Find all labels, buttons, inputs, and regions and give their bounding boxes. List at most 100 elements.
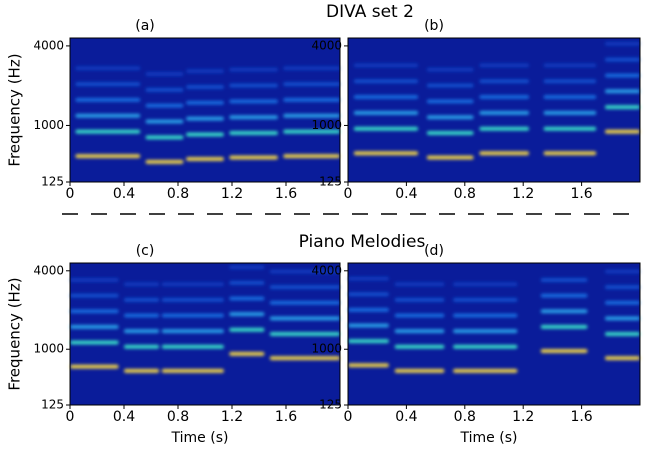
harmonic xyxy=(394,344,445,349)
harmonic xyxy=(229,67,278,72)
x-tick-label: 0.8 xyxy=(454,186,476,202)
harmonic xyxy=(394,329,445,334)
spectrogram-content xyxy=(353,41,640,160)
x-tick-label: 1.6 xyxy=(275,409,297,425)
y-axis-label: Frequency (Hz) xyxy=(6,277,24,390)
harmonic xyxy=(229,115,278,120)
harmonic xyxy=(161,297,224,302)
harmonic xyxy=(426,83,474,88)
y-tick-label: 1000 xyxy=(311,118,342,132)
harmonic xyxy=(453,344,518,349)
harmonic xyxy=(604,300,640,305)
harmonic xyxy=(353,110,419,115)
y-tick-label: 1000 xyxy=(33,118,64,132)
x-tick-label: 1.2 xyxy=(221,409,243,425)
x-tick-label: 1.2 xyxy=(512,409,534,425)
harmonic xyxy=(70,324,119,329)
harmonic xyxy=(540,278,588,283)
harmonic xyxy=(348,339,389,344)
harmonic xyxy=(283,154,340,159)
harmonic xyxy=(479,110,530,115)
harmonic xyxy=(124,313,160,318)
harmonic xyxy=(540,293,588,298)
harmonic xyxy=(145,87,184,92)
harmonic xyxy=(269,269,340,274)
x-tick-label: 0.8 xyxy=(167,409,189,425)
y-tick-label: 125 xyxy=(41,398,64,412)
harmonic xyxy=(479,79,530,84)
plot-frame xyxy=(69,262,341,406)
y-tick-label: 125 xyxy=(41,175,64,189)
figure-title: DIVA set 2 xyxy=(326,2,414,22)
x-tick-label: 1.6 xyxy=(275,186,297,202)
harmonic xyxy=(426,131,474,136)
harmonic xyxy=(75,129,141,134)
x-tick-label: 0.4 xyxy=(395,409,417,425)
spectrogram-background xyxy=(348,38,640,182)
harmonic xyxy=(394,313,445,318)
spectrogram-background xyxy=(348,263,640,405)
harmonic xyxy=(145,135,184,140)
x-tick-label: 0.4 xyxy=(113,186,135,202)
harmonic xyxy=(348,323,389,328)
harmonic xyxy=(543,63,597,68)
harmonic xyxy=(604,269,640,274)
harmonic xyxy=(186,69,224,74)
harmonic xyxy=(229,265,265,270)
harmonic xyxy=(604,89,640,94)
harmonic xyxy=(145,119,184,124)
spectrogram-content xyxy=(348,269,640,373)
harmonic xyxy=(269,285,340,290)
harmonic xyxy=(75,154,141,159)
harmonic xyxy=(540,324,588,329)
y-axis-label: Frequency (Hz) xyxy=(6,53,24,166)
harmonic xyxy=(394,297,445,302)
harmonic xyxy=(426,155,474,160)
harmonic xyxy=(353,63,419,68)
harmonic xyxy=(269,316,340,321)
panel-title: (c) xyxy=(136,243,155,259)
harmonic xyxy=(604,41,640,46)
harmonic xyxy=(426,115,474,120)
figure-title: Piano Melodies xyxy=(299,232,426,252)
harmonic xyxy=(161,282,224,287)
harmonic xyxy=(426,67,474,72)
harmonic xyxy=(161,368,224,373)
harmonic xyxy=(75,97,141,102)
y-tick-label: 1000 xyxy=(33,342,64,356)
harmonic xyxy=(479,126,530,131)
harmonic xyxy=(75,66,141,71)
panel-title: (d) xyxy=(424,243,444,259)
x-tick-label: 0 xyxy=(344,186,353,202)
panel-title: (a) xyxy=(135,18,155,34)
harmonic xyxy=(269,356,340,361)
harmonic xyxy=(348,307,389,312)
harmonic xyxy=(479,63,530,68)
x-tick-label: 0 xyxy=(66,186,75,202)
harmonic xyxy=(283,82,340,87)
x-axis-label: Time (s) xyxy=(171,430,229,446)
harmonic xyxy=(186,84,224,89)
harmonic xyxy=(604,332,640,336)
harmonic xyxy=(283,97,340,102)
harmonic xyxy=(348,292,389,297)
harmonic xyxy=(70,340,119,345)
harmonic xyxy=(145,103,184,108)
harmonic xyxy=(75,82,141,87)
harmonic xyxy=(229,296,265,301)
x-tick-label: 0 xyxy=(66,409,75,425)
harmonic xyxy=(161,329,224,334)
harmonic xyxy=(353,151,419,156)
harmonic xyxy=(186,100,224,105)
harmonic xyxy=(540,309,588,314)
harmonic xyxy=(229,131,278,136)
harmonic xyxy=(353,79,419,84)
spectrogram-content xyxy=(70,265,340,373)
y-tick-label: 125 xyxy=(319,175,342,189)
harmonic xyxy=(229,280,265,285)
harmonic xyxy=(394,282,445,287)
harmonic xyxy=(479,95,530,100)
harmonic xyxy=(348,276,389,281)
plot-frame xyxy=(69,37,341,183)
